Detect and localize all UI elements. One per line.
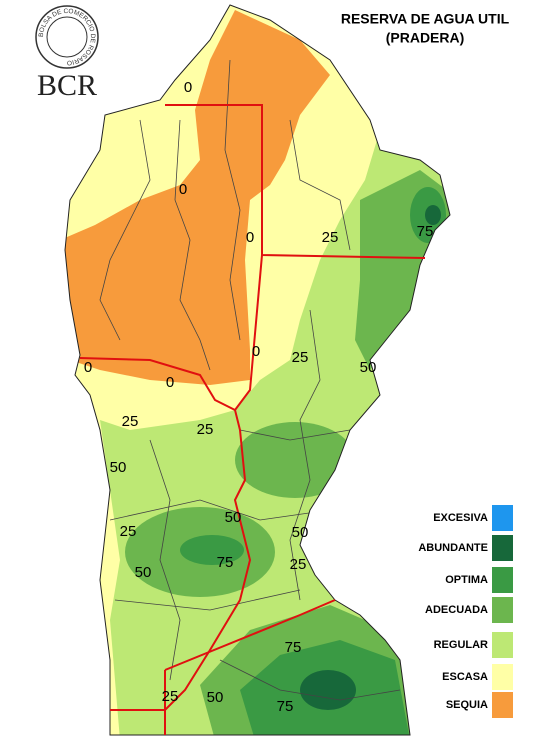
contour-label: 25: [197, 421, 214, 438]
contour-label: 25: [322, 229, 339, 246]
contour-label: 0: [252, 343, 260, 360]
legend-swatch: [492, 664, 513, 690]
logo-name: BCR: [37, 69, 97, 102]
legend-swatch: [492, 692, 513, 718]
logo-ring: [35, 5, 99, 69]
contour-label: 25: [290, 556, 307, 573]
logo-inner: [46, 16, 88, 58]
logo: BOLSA DE COMERCIO DE ROSARIO BCR: [35, 5, 99, 102]
legend-label: REGULAR: [434, 639, 488, 651]
contour-label: 0: [184, 79, 192, 96]
contour-label: 25: [122, 413, 139, 430]
province-borders: [79, 104, 426, 735]
legend-label: ADECUADA: [425, 604, 488, 616]
contour-label: 75: [417, 223, 434, 240]
contour-label: 25: [120, 523, 137, 540]
legend-label: ESCASA: [442, 671, 488, 683]
contour-label: 50: [292, 524, 309, 541]
contour-labels: 0 0 0 0 0 0 25 25 25 25 50 50 75 50 25 50 50 75 25 75 25 50 75: [84, 79, 434, 715]
legend: EXCESIVA ABUNDANTE OPTIMA ADECUADA REGULAR ES…: [418, 505, 513, 718]
legend-swatch: [492, 597, 513, 623]
outline: [64, 4, 451, 736]
contour-label: 25: [162, 688, 179, 705]
contour-label: 50: [110, 459, 127, 476]
title-line-1: RESERVA DE AGUA UTIL: [341, 11, 510, 27]
contour-label: 50: [225, 509, 242, 526]
legend-label: ABUNDANTE: [418, 542, 488, 554]
legend-label: SEQUIA: [446, 699, 488, 711]
legend-swatch: [492, 535, 513, 561]
contour-label: 0: [179, 181, 187, 198]
contour-label: 25: [292, 349, 309, 366]
contour-label: 0: [246, 229, 254, 246]
legend-label: OPTIMA: [445, 574, 488, 586]
contour-label: 50: [207, 689, 224, 706]
contour-label: 0: [84, 359, 92, 376]
title-line-2: (PRADERA): [386, 30, 465, 46]
contour-label: 50: [360, 359, 377, 376]
contour-label: 75: [277, 698, 294, 715]
legend-swatch: [492, 567, 513, 593]
contour-label: 0: [166, 374, 174, 391]
county-lines: [99, 59, 401, 701]
contour-label: 75: [285, 639, 302, 656]
legend-swatch: [492, 505, 513, 531]
legend-swatch: [492, 632, 513, 658]
contour-label: 50: [135, 564, 152, 581]
legend-label: EXCESIVA: [433, 512, 488, 524]
contour-label: 75: [217, 554, 234, 571]
sequia-area: [65, 10, 330, 385]
